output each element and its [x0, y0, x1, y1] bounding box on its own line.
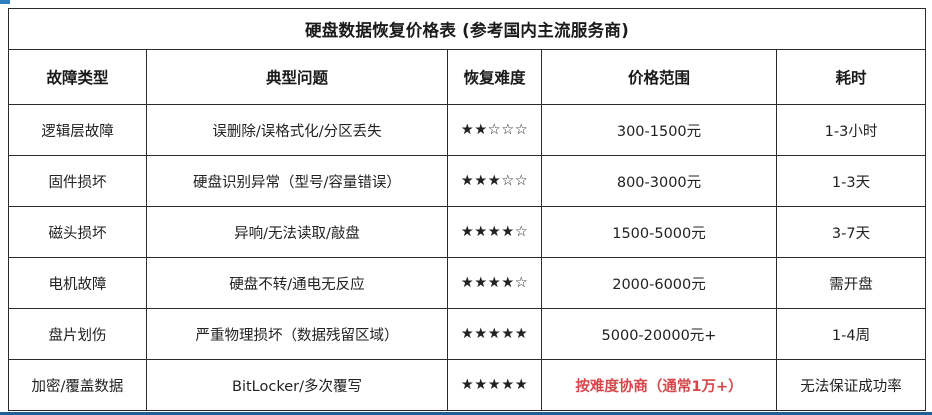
column-header-difficulty: 恢复难度 — [447, 49, 542, 105]
table-header-row: 故障类型 典型问题 恢复难度 价格范围 耗时 — [8, 49, 927, 105]
cell-duration: 无法保证成功率 — [775, 359, 927, 411]
cell-typical-issue: 严重物理损坏（数据残留区域） — [146, 308, 448, 360]
bottom-edge-artifact — [0, 412, 932, 415]
cell-duration: 1-3小时 — [775, 104, 927, 156]
column-header-fault-type: 故障类型 — [8, 49, 147, 105]
cell-price-range: 800-3000元 — [541, 155, 777, 207]
table-row: 磁头损坏 异响/无法读取/敲盘 ★★★★☆ 1500-5000元 3-7天 — [8, 206, 927, 258]
price-table-container: 硬盘数据恢复价格表 (参考国内主流服务商) 故障类型 典型问题 恢复难度 价格范… — [7, 8, 927, 411]
cell-typical-issue: 硬盘不转/通电无反应 — [146, 257, 448, 309]
table-title-row: 硬盘数据恢复价格表 (参考国内主流服务商) — [7, 8, 927, 50]
table-row: 电机故障 硬盘不转/通电无反应 ★★★★☆ 2000-6000元 需开盘 — [8, 257, 927, 309]
cell-price-range: 1500-5000元 — [541, 206, 777, 258]
cell-price-range: 按难度协商（通常1万+） — [541, 359, 777, 411]
page-title: 硬盘数据恢复价格表 (参考国内主流服务商) — [7, 8, 927, 50]
table-row: 加密/覆盖数据 BitLocker/多次覆写 ★★★★★ 按难度协商（通常1万+… — [8, 359, 927, 411]
hdd-recovery-price-table: 硬盘数据恢复价格表 (参考国内主流服务商) 故障类型 典型问题 恢复难度 价格范… — [7, 8, 927, 411]
cell-duration: 3-7天 — [775, 206, 927, 258]
cell-fault-type: 盘片划伤 — [8, 308, 147, 360]
cell-typical-issue: BitLocker/多次覆写 — [146, 359, 448, 411]
cell-fault-type: 加密/覆盖数据 — [8, 359, 147, 411]
cell-difficulty-stars: ★★★☆☆ — [447, 155, 542, 207]
table-row: 逻辑层故障 误删除/误格式化/分区丢失 ★★☆☆☆ 300-1500元 1-3小… — [8, 104, 927, 156]
column-header-price-range: 价格范围 — [541, 49, 777, 105]
cell-duration: 需开盘 — [775, 257, 927, 309]
cell-fault-type: 电机故障 — [8, 257, 147, 309]
cell-difficulty-stars: ★★★★☆ — [447, 257, 542, 309]
cell-duration: 1-4周 — [775, 308, 927, 360]
cell-typical-issue: 误删除/误格式化/分区丢失 — [146, 104, 448, 156]
cell-price-range: 300-1500元 — [541, 104, 777, 156]
table-row: 固件损坏 硬盘识别异常（型号/容量错误） ★★★☆☆ 800-3000元 1-3… — [8, 155, 927, 207]
column-header-typical-issue: 典型问题 — [146, 49, 448, 105]
cell-fault-type: 固件损坏 — [8, 155, 147, 207]
cell-duration: 1-3天 — [775, 155, 927, 207]
table-row: 盘片划伤 严重物理损坏（数据残留区域） ★★★★★ 5000-20000元+ 1… — [8, 308, 927, 360]
cell-fault-type: 逻辑层故障 — [8, 104, 147, 156]
cell-difficulty-stars: ★★★★★ — [447, 359, 542, 411]
cell-price-range: 5000-20000元+ — [541, 308, 777, 360]
cell-price-range: 2000-6000元 — [541, 257, 777, 309]
cell-typical-issue: 硬盘识别异常（型号/容量错误） — [146, 155, 448, 207]
cell-difficulty-stars: ★★★★☆ — [447, 206, 542, 258]
column-header-duration: 耗时 — [775, 49, 927, 105]
cell-difficulty-stars: ★★★★★ — [447, 308, 542, 360]
top-left-edge-artifact — [0, 0, 10, 4]
cell-fault-type: 磁头损坏 — [8, 206, 147, 258]
cell-typical-issue: 异响/无法读取/敲盘 — [146, 206, 448, 258]
cell-difficulty-stars: ★★☆☆☆ — [447, 104, 542, 156]
